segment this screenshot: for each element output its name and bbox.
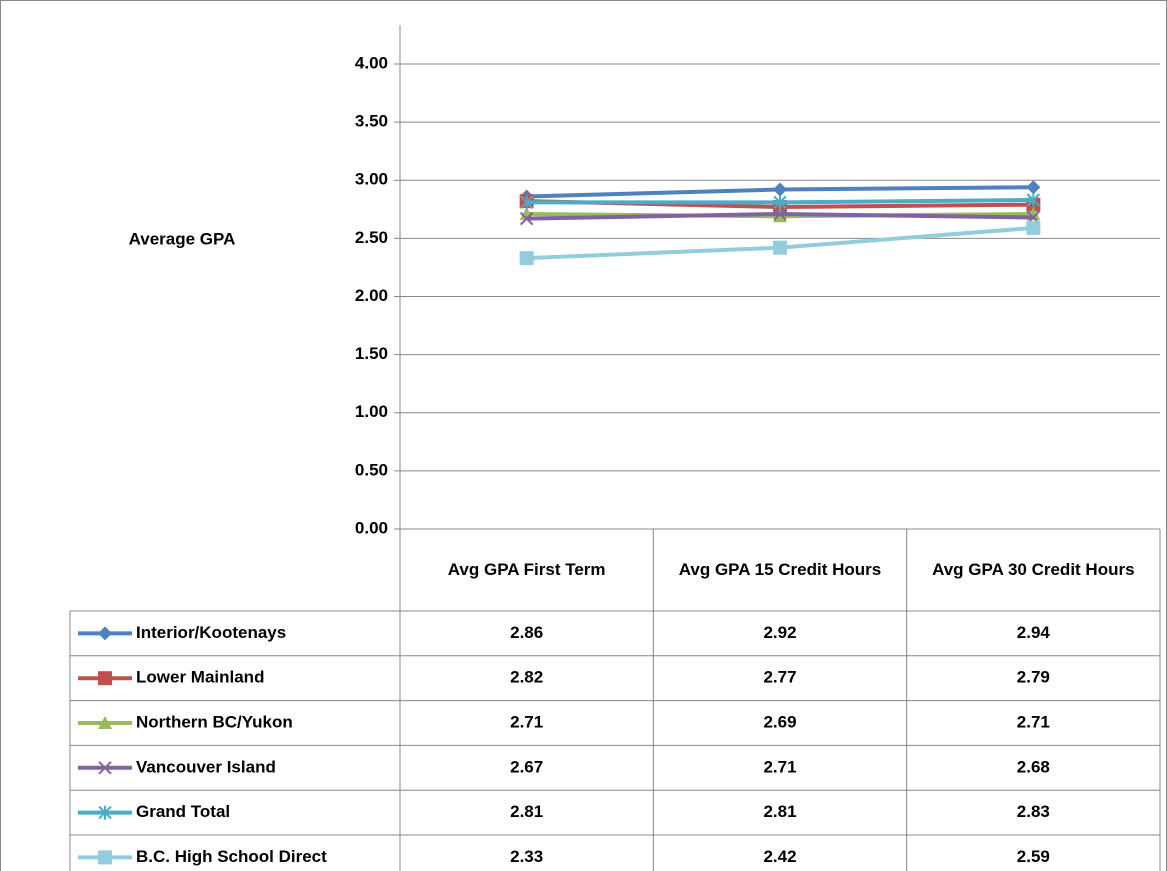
table-value: 2.42 [763,847,796,866]
table-value: 2.81 [510,802,543,821]
marker [773,195,787,210]
table-value: 2.71 [763,757,796,776]
table-header: Avg GPA First Term [447,560,606,579]
table-header: Avg GPA 15 Credit Hours [678,560,882,579]
table-value: 2.71 [510,712,543,731]
table-value: 2.67 [510,757,543,776]
table-value: 2.79 [1017,668,1050,687]
legend-label: B.C. High School Direct [136,847,327,866]
table-value: 2.69 [763,712,796,731]
legend-key-marker [98,805,112,820]
table-value: 2.71 [1017,712,1050,731]
marker [1026,220,1041,235]
header-text: Avg GPA 15 Credit Hours [678,560,882,579]
marker [519,195,534,210]
legend-label: Interior/Kootenays [136,623,286,642]
y-tick-label: 2.00 [355,286,388,305]
legend-key-marker [98,671,112,686]
legend-label: Lower Mainland [136,668,264,687]
y-axis-label: Average GPA [129,229,236,248]
legend-label: Vancouver Island [136,757,276,776]
table-value: 2.81 [763,802,796,821]
table-value: 2.86 [510,623,543,642]
table-value: 2.83 [1017,802,1050,821]
marker [1026,193,1041,208]
legend-key-marker [98,716,112,729]
marker [773,207,787,221]
marker [1026,180,1041,195]
y-tick-label: 2.50 [355,228,388,247]
marker [519,211,534,226]
y-tick-label: 0.50 [355,460,388,479]
y-tick-label: 4.00 [355,53,388,72]
legend-label: Grand Total [136,802,230,821]
table-value: 2.59 [1017,847,1050,866]
marker [773,240,787,255]
y-tick-label: 1.00 [355,402,388,421]
y-tick-label: 3.50 [355,112,388,131]
legend-key-marker [98,761,112,775]
header-text: Avg GPA First Term [447,560,606,579]
y-tick-label: 0.00 [355,518,388,537]
table-value: 2.82 [510,668,543,687]
table-value: 2.77 [763,668,796,687]
legend-key-marker [98,626,112,641]
legend-label: Northern BC/Yukon [136,712,293,731]
table-header: Avg GPA 30 Credit Hours [932,560,1135,579]
table-value: 2.68 [1017,757,1050,776]
marker [519,251,534,266]
y-tick-label: 1.50 [355,344,388,363]
y-tick-label: 3.00 [355,170,388,189]
table-value: 2.33 [510,847,543,866]
table-value: 2.94 [1017,623,1051,642]
legend-key-marker [98,850,112,865]
marker [773,182,787,197]
table-value: 2.92 [763,623,796,642]
header-text: Avg GPA 30 Credit Hours [932,560,1135,579]
